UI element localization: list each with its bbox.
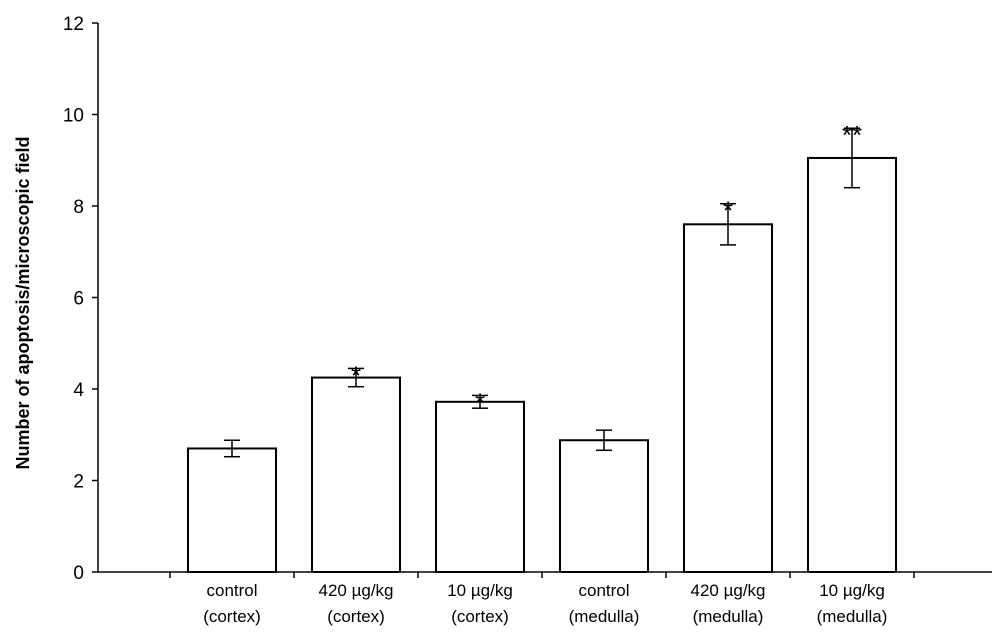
- y-tick-label: 8: [73, 197, 84, 218]
- bar: [807, 156, 897, 573]
- y-tick-label: 0: [73, 563, 84, 584]
- significance-marker: *: [351, 360, 361, 390]
- x-tick-label: 10 µg/kg: [819, 581, 885, 600]
- bar: [683, 223, 773, 574]
- x-tick-label: (medulla): [569, 607, 640, 626]
- x-tick-label: control: [206, 581, 257, 600]
- x-tick-labels: control (cortex) 420 µg/kg (cortex) 10 µg/kg…: [169, 572, 915, 626]
- significance-marker: *: [475, 387, 485, 417]
- significance-marker: *: [723, 196, 733, 226]
- significance-marker: **: [842, 120, 862, 150]
- y-tick-label: 10: [63, 106, 84, 127]
- bar: [311, 376, 401, 573]
- y-tick-label: 12: [63, 14, 84, 35]
- bar: [187, 447, 277, 574]
- x-tick-label: (cortex): [203, 607, 261, 626]
- bar: [435, 400, 525, 573]
- x-tick-label: (medulla): [817, 607, 888, 626]
- x-tick-label: 420 µg/kg: [318, 581, 393, 600]
- x-tick-label: control: [578, 581, 629, 600]
- bar: [559, 439, 649, 573]
- y-ticks: 0 2 4 6 8 10 12: [63, 14, 98, 584]
- bars: *****: [187, 120, 897, 574]
- x-tick-label: (medulla): [693, 607, 764, 626]
- y-tick-label: 2: [73, 472, 84, 493]
- x-tick-label: (cortex): [327, 607, 385, 626]
- y-tick-label: 4: [73, 380, 84, 401]
- x-tick-label: 420 µg/kg: [690, 581, 765, 600]
- x-tick-label: 10 µg/kg: [447, 581, 513, 600]
- y-tick-label: 6: [73, 289, 84, 310]
- x-tick-label: (cortex): [451, 607, 509, 626]
- y-axis-label: Number of apoptosis/microscopic field: [13, 136, 33, 469]
